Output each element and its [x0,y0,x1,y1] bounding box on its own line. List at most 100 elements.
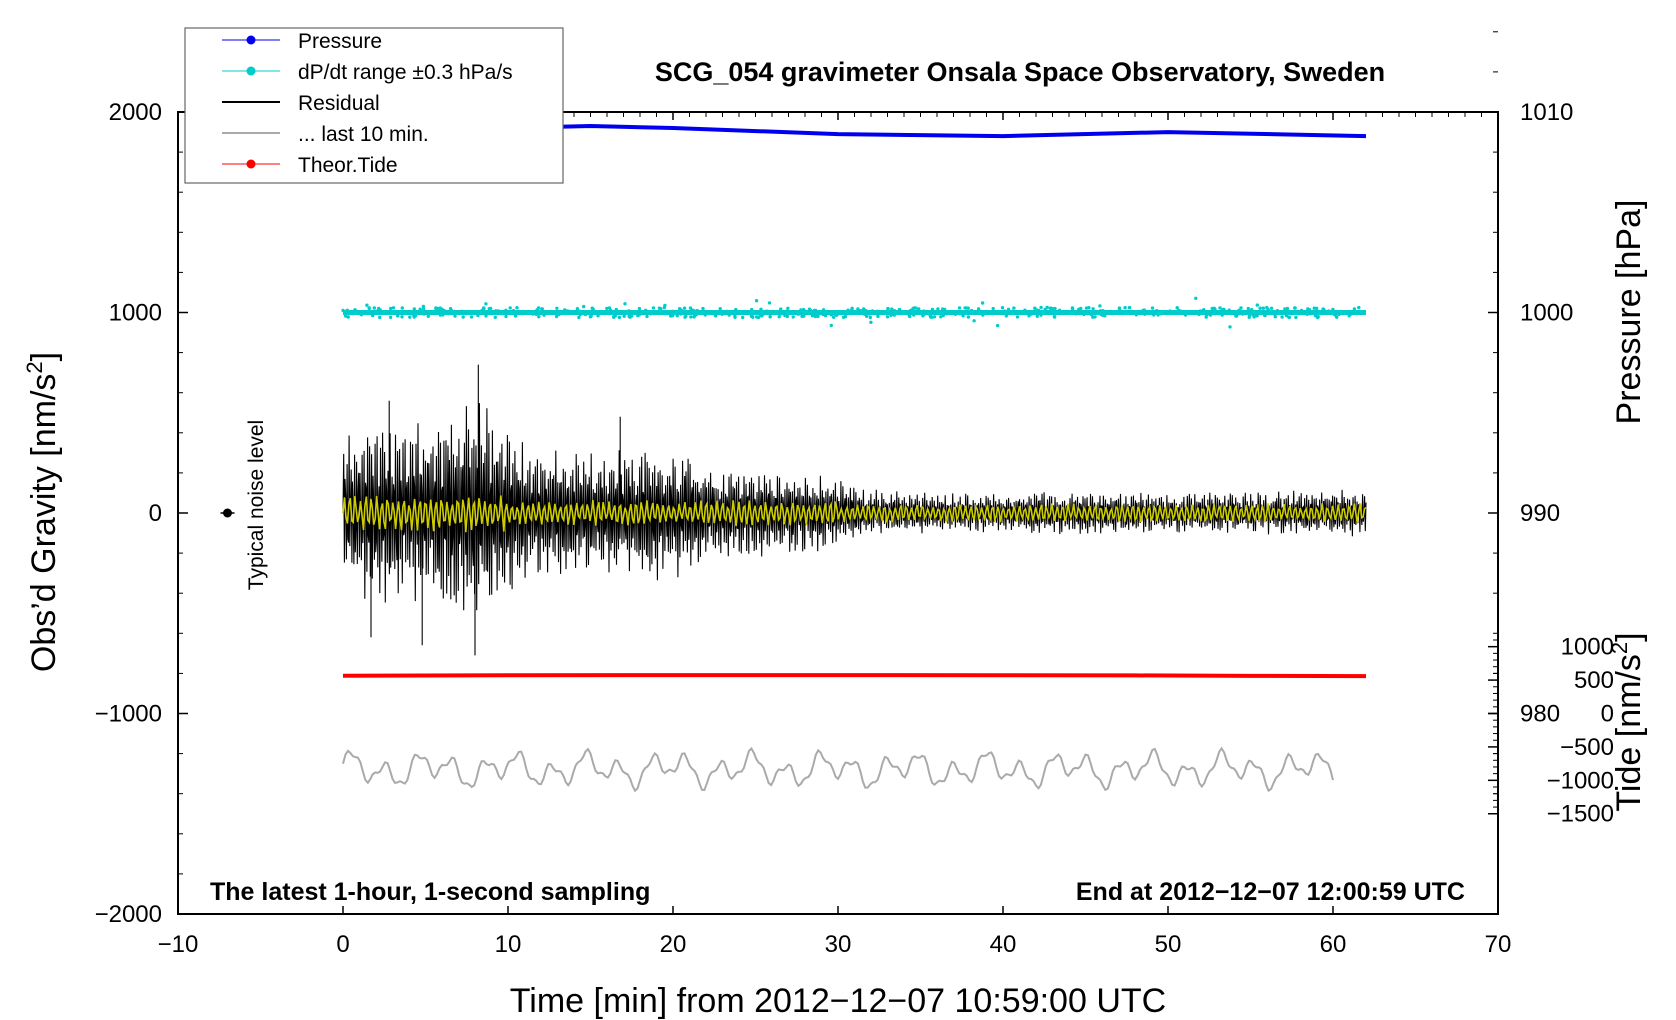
y-tick-label: 1000 [109,300,162,327]
dpdt-point [503,309,508,314]
dpdt-point [1258,306,1262,310]
dpdt-point [1012,306,1016,310]
dpdt-point [596,314,600,318]
y-axis-ticks: −2000 −1000 0 1000 2000 [95,99,188,928]
dpdt-point [907,313,911,318]
dpdt-point [412,307,416,311]
legend-label: ... last 10 min. [298,123,429,146]
dpdt-point [868,315,872,320]
pressure-axis-ticks: 9809901000101010201030 [1488,31,1573,795]
dpdt-point [1213,307,1217,311]
dpdt-point [359,313,364,317]
legend-label: dP/dt range ±0.3 hPa/s [298,61,513,84]
tide-tick-label: −1000 [1547,767,1614,794]
dpdt-point [421,307,426,311]
dpdt-point [741,315,745,320]
dpdt-point [1294,315,1298,320]
dpdt-point [434,306,438,310]
x-tick-label: −10 [158,931,199,958]
dpdt-point [637,313,641,317]
dpdt-point [1321,311,1326,316]
dpdt-point [829,313,833,317]
dpdt-point [422,312,426,316]
tide-axis-label-sup: 2 [1607,642,1632,654]
dpdt-point [391,306,396,310]
dpdt-point [1269,306,1274,310]
dpdt-point [577,309,582,313]
dpdt-point [607,306,612,310]
dpdt-point [759,309,763,313]
dpdt-point [733,314,737,318]
dpdt-point [442,308,446,313]
dpdt-point [1150,306,1155,310]
dpdt-point [1175,306,1179,310]
dpdt-point [791,315,795,319]
pressure-tick-label: 1010 [1520,99,1573,126]
dpdt-point [644,308,648,312]
dpdt-point [1003,309,1007,313]
dpdt-point [484,314,488,318]
dpdt-point [1134,313,1139,317]
dpdt-point [718,307,722,311]
dpdt-point [1194,296,1198,300]
dpdt-point [1325,310,1330,314]
dpdt-point [807,307,812,311]
noise-marker: Typical noise level [220,420,268,590]
dpdt-point [897,307,902,312]
dpdt-point [784,309,789,313]
dpdt-point [1357,305,1361,310]
dpdt-point [1079,306,1083,311]
dpdt-point [966,315,971,319]
dpdt-point [785,314,789,319]
dpdt-point [813,311,817,316]
dpdt-point [536,306,541,310]
dpdt-point [719,311,724,316]
dpdt-point [1127,305,1132,310]
dpdt-point [1091,315,1095,319]
dpdt-point [560,310,564,314]
dpdt-point [377,306,381,311]
legend-label: Residual [298,92,380,115]
dpdt-point [432,311,437,315]
dpdt-point [688,306,693,310]
dpdt-point [470,310,474,314]
dpdt-point [957,306,962,310]
dpdt-point [885,315,890,319]
dpdt-point [779,307,783,311]
dpdt-point [448,307,453,311]
dpdt-point [343,310,348,314]
dpdt-point [768,315,772,319]
dpdt-point [489,310,494,314]
tide-axis-label-close: ] [1610,632,1648,641]
dpdt-point [476,313,480,318]
dpdt-point [1335,310,1339,314]
dpdt-point [1237,311,1242,316]
dpdt-point [944,312,949,316]
dpdt-point [463,310,468,314]
dpdt-point [804,309,808,314]
dpdt-point [1280,315,1284,319]
note-right: End at 2012−12−07 12:00:59 UTC [1076,878,1465,906]
dpdt-point [611,315,616,319]
dpdt-point [714,312,718,316]
pressure-tick-label: 990 [1520,500,1560,527]
dpdt-point [1321,307,1325,311]
dpdt-point [888,310,892,315]
dpdt-point [533,309,537,314]
dpdt-point [985,310,990,315]
dpdt-point [1313,314,1318,318]
dpdt-point [827,310,832,314]
noise-dot [223,508,232,518]
dpdt-point [616,310,621,314]
pressure-axis-label: Pressure [hPa] [1610,200,1648,425]
dpdt-point [629,314,634,318]
dpdt-point [892,313,896,317]
dpdt-point [683,315,687,319]
dpdt-point [1345,310,1349,314]
dpdt-point [1347,314,1351,318]
dpdt-point [972,319,976,323]
y-tick-label: −2000 [95,901,162,928]
dpdt-point [725,309,729,314]
dpdt-point [1169,311,1173,316]
dpdt-point [779,312,783,316]
